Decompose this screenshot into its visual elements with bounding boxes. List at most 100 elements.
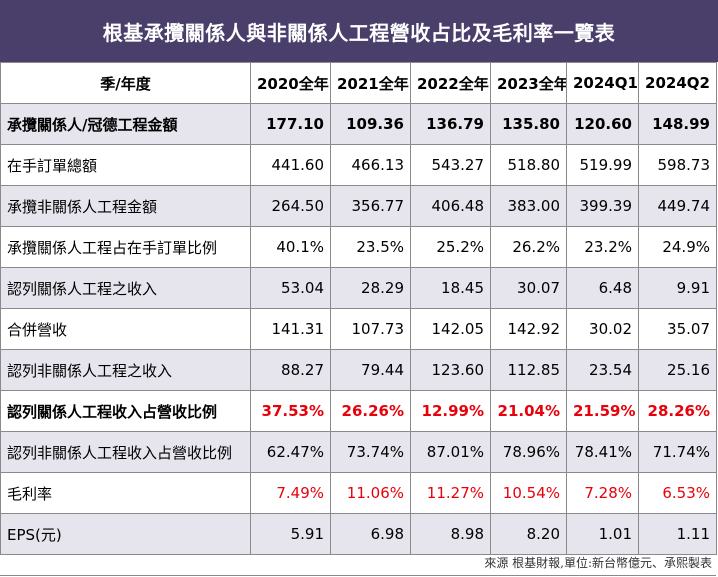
table-row: 承攬關係人工程占在手訂單比例 40.1% 23.5% 25.2% 26.2% 23.2% 2… [0, 226, 717, 268]
table-row: 認列非關係人工程收入占營收比例 62.47% 73.74% 87.01% 78.96% 7… [0, 431, 717, 473]
source-note: 來源 根基財報,單位:新台幣億元、承熙製表 [484, 555, 712, 570]
value-cell: 518.80 [490, 144, 567, 186]
table-row: 在手訂單總額 441.60 466.13 543.27 518.80 519.99 598.… [0, 144, 717, 186]
value-cell: 11.27% [410, 472, 491, 514]
value-cell: 141.31 [250, 308, 331, 350]
value-cell: 87.01% [410, 431, 491, 473]
value-cell: 37.53% [250, 390, 331, 432]
value-cell: 30.02 [566, 308, 639, 350]
value-cell: 78.41% [566, 431, 639, 473]
header-cell: 2022全年 [410, 62, 491, 104]
value-cell: 21.04% [490, 390, 567, 432]
value-cell: 142.92 [490, 308, 567, 350]
table-row: 承攬非關係人工程金額 264.50 356.77 406.48 383.00 399.39… [0, 185, 717, 227]
value-cell: 148.99 [638, 103, 717, 145]
value-cell: 441.60 [250, 144, 331, 186]
value-cell: 264.50 [250, 185, 331, 227]
value-cell: 1.11 [638, 513, 717, 555]
row-label: 認列非關係人工程之收入 [0, 349, 251, 391]
table-title: 根基承攬關係人與非關係人工程營收占比及毛利率一覽表 [0, 0, 718, 62]
table-row: 認列關係人工程收入占營收比例 37.53% 26.26% 12.99% 21.04% 21… [0, 390, 717, 432]
value-cell: 21.59% [566, 390, 639, 432]
value-cell: 5.91 [250, 513, 331, 555]
row-label: 在手訂單總額 [0, 144, 251, 186]
value-cell: 26.26% [330, 390, 411, 432]
header-cell: 2024Q2 [638, 62, 717, 104]
value-cell: 6.53% [638, 472, 717, 514]
data-table: 季/年度 2020全年 2021全年 2022全年 2023全年 2024Q1 … [0, 62, 717, 555]
value-cell: 136.79 [410, 103, 491, 145]
row-label: 承攬關係人/冠德工程金額 [0, 103, 251, 145]
value-cell: 449.74 [638, 185, 717, 227]
row-label: 合併營收 [0, 308, 251, 350]
value-cell: 73.74% [330, 431, 411, 473]
value-cell: 598.73 [638, 144, 717, 186]
value-cell: 26.2% [490, 226, 567, 268]
table-row: EPS(元) 5.91 6.98 8.98 8.20 1.01 1.11 [0, 513, 717, 555]
value-cell: 28.29 [330, 267, 411, 309]
value-cell: 383.00 [490, 185, 567, 227]
value-cell: 30.07 [490, 267, 567, 309]
bottom-divider [0, 575, 716, 576]
table-row: 承攬關係人/冠德工程金額 177.10 109.36 136.79 135.80 120.… [0, 103, 717, 145]
row-label: 承攬非關係人工程金額 [0, 185, 251, 227]
value-cell: 107.73 [330, 308, 411, 350]
row-label: 承攬關係人工程占在手訂單比例 [0, 226, 251, 268]
row-label: 認列關係人工程之收入 [0, 267, 251, 309]
value-cell: 543.27 [410, 144, 491, 186]
header-cell: 季/年度 [0, 62, 251, 104]
value-cell: 11.06% [330, 472, 411, 514]
value-cell: 177.10 [250, 103, 331, 145]
value-cell: 466.13 [330, 144, 411, 186]
value-cell: 406.48 [410, 185, 491, 227]
value-cell: 23.2% [566, 226, 639, 268]
value-cell: 1.01 [566, 513, 639, 555]
value-cell: 23.54 [566, 349, 639, 391]
value-cell: 53.04 [250, 267, 331, 309]
value-cell: 9.91 [638, 267, 717, 309]
header-cell: 2024Q1 [566, 62, 639, 104]
value-cell: 6.48 [566, 267, 639, 309]
row-label: 認列非關係人工程收入占營收比例 [0, 431, 251, 473]
value-cell: 6.98 [330, 513, 411, 555]
value-cell: 18.45 [410, 267, 491, 309]
header-cell: 2020全年 [250, 62, 331, 104]
value-cell: 7.28% [566, 472, 639, 514]
header-cell: 2023全年 [490, 62, 567, 104]
value-cell: 35.07 [638, 308, 717, 350]
row-label: 認列關係人工程收入占營收比例 [0, 390, 251, 432]
value-cell: 519.99 [566, 144, 639, 186]
header-row: 季/年度 2020全年 2021全年 2022全年 2023全年 2024Q1 … [0, 62, 717, 104]
table-row: 合併營收 141.31 107.73 142.05 142.92 30.02 35.07 [0, 308, 717, 350]
table-row: 認列關係人工程之收入 53.04 28.29 18.45 30.07 6.48 9.91 [0, 267, 717, 309]
value-cell: 40.1% [250, 226, 331, 268]
value-cell: 10.54% [490, 472, 567, 514]
value-cell: 120.60 [566, 103, 639, 145]
value-cell: 112.85 [490, 349, 567, 391]
header-cell: 2021全年 [330, 62, 411, 104]
value-cell: 25.2% [410, 226, 491, 268]
value-cell: 8.98 [410, 513, 491, 555]
value-cell: 28.26% [638, 390, 717, 432]
value-cell: 62.47% [250, 431, 331, 473]
value-cell: 356.77 [330, 185, 411, 227]
value-cell: 142.05 [410, 308, 491, 350]
table-row: 認列非關係人工程之收入 88.27 79.44 123.60 112.85 23.54 25… [0, 349, 717, 391]
value-cell: 71.74% [638, 431, 717, 473]
table-row: 毛利率 7.49% 11.06% 11.27% 10.54% 7.28% 6.53% [0, 472, 717, 514]
value-cell: 12.99% [410, 390, 491, 432]
value-cell: 23.5% [330, 226, 411, 268]
row-label: 毛利率 [0, 472, 251, 514]
value-cell: 25.16 [638, 349, 717, 391]
value-cell: 79.44 [330, 349, 411, 391]
value-cell: 7.49% [250, 472, 331, 514]
value-cell: 123.60 [410, 349, 491, 391]
value-cell: 135.80 [490, 103, 567, 145]
value-cell: 24.9% [638, 226, 717, 268]
value-cell: 78.96% [490, 431, 567, 473]
value-cell: 8.20 [490, 513, 567, 555]
value-cell: 88.27 [250, 349, 331, 391]
value-cell: 399.39 [566, 185, 639, 227]
row-label: EPS(元) [0, 513, 251, 555]
